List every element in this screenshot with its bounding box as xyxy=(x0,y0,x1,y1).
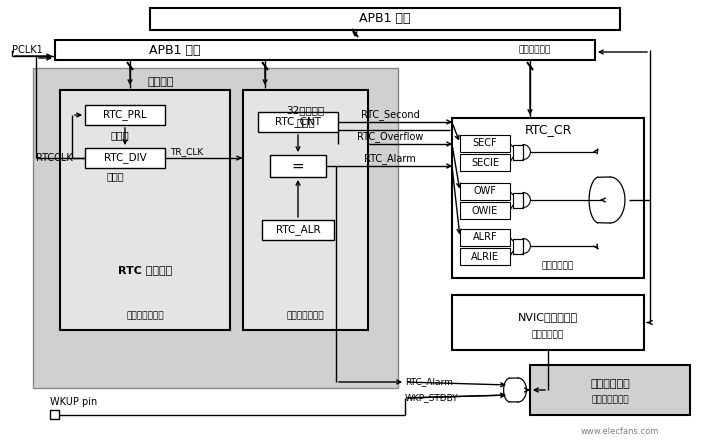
Bar xyxy=(150,8,620,30)
Text: RTC_DIV: RTC_DIV xyxy=(104,153,146,163)
Text: RTC_Overflow: RTC_Overflow xyxy=(357,132,423,142)
Text: RTC_Alarm: RTC_Alarm xyxy=(364,153,416,165)
Bar xyxy=(460,248,510,265)
Text: OWIE: OWIE xyxy=(472,206,498,215)
Text: 待机时不供电: 待机时不供电 xyxy=(532,330,564,339)
Text: 待机时不供电: 待机时不供电 xyxy=(519,45,551,54)
Bar xyxy=(55,40,595,60)
Text: RTC_CR: RTC_CR xyxy=(524,124,572,136)
Text: =: = xyxy=(291,158,304,173)
Text: RTC 预分频器: RTC 预分频器 xyxy=(118,265,172,275)
Bar xyxy=(513,145,523,160)
Text: WKUP pin: WKUP pin xyxy=(50,397,97,407)
Bar xyxy=(513,239,523,253)
Text: 待机时维持供电: 待机时维持供电 xyxy=(287,311,324,321)
Text: APB1 接口: APB1 接口 xyxy=(149,44,201,57)
Bar xyxy=(262,220,334,240)
Text: 重装载: 重装载 xyxy=(111,130,129,140)
Text: 32位可编程: 32位可编程 xyxy=(286,105,325,115)
Bar xyxy=(33,68,398,388)
Text: NVIC中断控制器: NVIC中断控制器 xyxy=(518,313,578,322)
Text: 待机时维持供电: 待机时维持供电 xyxy=(591,396,629,405)
Text: 待机时不供电: 待机时不供电 xyxy=(542,261,574,271)
Text: OWF: OWF xyxy=(473,186,496,197)
Text: RTC_Alarm: RTC_Alarm xyxy=(405,377,453,387)
Bar xyxy=(85,105,165,125)
Text: ALRF: ALRF xyxy=(473,232,498,243)
Text: RTCCLK: RTCCLK xyxy=(36,153,73,163)
Bar xyxy=(460,229,510,246)
Bar xyxy=(270,155,326,177)
Bar xyxy=(530,365,690,415)
Text: 上升沿: 上升沿 xyxy=(106,171,124,181)
Bar xyxy=(460,154,510,171)
Text: 计数器: 计数器 xyxy=(296,117,315,127)
Bar xyxy=(452,295,644,350)
Bar xyxy=(50,410,59,419)
Text: RTC_Second: RTC_Second xyxy=(361,110,419,120)
Text: RTC_PRL: RTC_PRL xyxy=(103,110,147,120)
Bar xyxy=(60,90,230,330)
Bar xyxy=(452,118,644,278)
Bar xyxy=(460,202,510,219)
Text: www.elecfans.com: www.elecfans.com xyxy=(580,428,659,437)
Text: WKP_STDBY: WKP_STDBY xyxy=(405,393,458,402)
Bar xyxy=(460,135,510,152)
Text: SECIE: SECIE xyxy=(471,157,499,168)
Text: 待机时维持供电: 待机时维持供电 xyxy=(126,311,164,321)
Bar xyxy=(460,183,510,200)
Text: APB1 总线: APB1 总线 xyxy=(359,12,411,25)
Text: ALRIE: ALRIE xyxy=(471,252,499,261)
Text: 退出待机模式: 退出待机模式 xyxy=(590,379,630,389)
Text: 后备区域: 后备区域 xyxy=(148,77,174,87)
Bar xyxy=(85,148,165,168)
Bar xyxy=(258,112,338,132)
Bar xyxy=(513,193,523,207)
Text: SECF: SECF xyxy=(473,139,498,149)
Text: TR_CLK: TR_CLK xyxy=(171,148,203,157)
Text: RTC_ALR: RTC_ALR xyxy=(276,224,321,235)
Text: PCLK1: PCLK1 xyxy=(12,45,43,55)
Text: RTC_CNT: RTC_CNT xyxy=(275,116,321,128)
Bar xyxy=(243,90,368,330)
